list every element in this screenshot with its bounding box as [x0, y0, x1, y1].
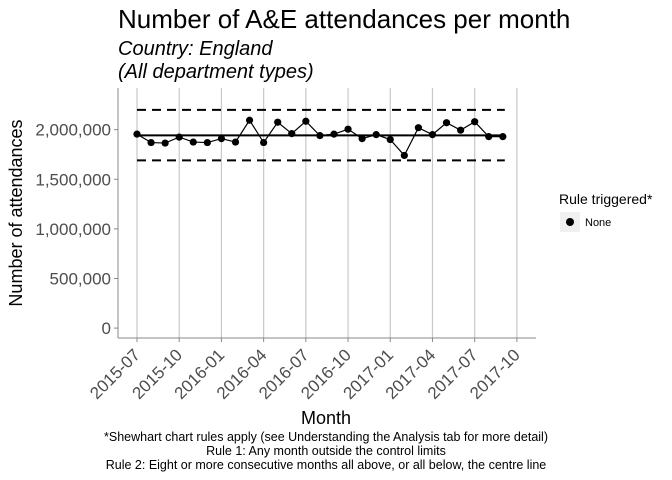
- footnote-line-3: Rule 2: Eight or more consecutive months…: [106, 458, 547, 472]
- data-point: [175, 133, 183, 141]
- x-axis-ticks: 2015-072015-102016-012016-042016-072016-…: [86, 338, 524, 403]
- y-tick-label: 2,000,000: [35, 121, 111, 140]
- data-point: [485, 133, 493, 141]
- data-point: [217, 134, 226, 143]
- data-point: [471, 118, 479, 126]
- x-axis-title: Month: [301, 408, 351, 428]
- data-point: [274, 118, 282, 126]
- data-point: [133, 130, 141, 138]
- y-axis-ticks: 0 500,000 1,000,000 1,500,000 2,000,000: [35, 121, 118, 338]
- data-point: [302, 117, 310, 125]
- y-axis-title: Number of attendances: [6, 119, 26, 306]
- y-tick-label: 0: [102, 319, 111, 338]
- footnote-line-1: *Shewhart chart rules apply (see Underst…: [104, 430, 548, 444]
- data-point: [428, 131, 437, 139]
- data-point: [358, 134, 366, 143]
- data-point: [260, 138, 268, 147]
- chart-subtitle-line-2: (All department types): [118, 61, 314, 83]
- data-point: [189, 138, 197, 146]
- data-point: [147, 138, 155, 147]
- data-point: [386, 135, 394, 144]
- data-point: [231, 138, 240, 146]
- grid-lines: [136, 88, 518, 338]
- legend-entry-none: None: [585, 217, 611, 229]
- data-point: [288, 130, 296, 138]
- legend-key-marker: [566, 218, 574, 226]
- data-point: [400, 151, 408, 160]
- data-point: [330, 130, 338, 138]
- legend-title: Rule triggered*: [559, 191, 653, 207]
- footnote-line-2: Rule 1: Any month outside the control li…: [206, 444, 446, 458]
- y-tick-label: 1,500,000: [35, 170, 111, 189]
- chart-subtitle-line-1: Country: England: [118, 38, 273, 60]
- data-point: [245, 116, 254, 124]
- data-point: [372, 131, 380, 139]
- data-point: [442, 119, 451, 127]
- y-tick-label: 500,000: [50, 269, 111, 288]
- y-tick-label: 1,000,000: [35, 220, 111, 239]
- data-point: [161, 139, 169, 147]
- legend: Rule triggered* None: [559, 191, 653, 232]
- chart-title: Number of A&E attendances per month: [118, 4, 570, 34]
- data-point: [499, 133, 507, 141]
- data-point: [414, 124, 422, 132]
- series-attendances: [133, 116, 507, 160]
- data-point: [344, 125, 352, 133]
- data-point: [316, 132, 324, 140]
- data-point: [457, 126, 465, 134]
- data-point: [203, 138, 211, 147]
